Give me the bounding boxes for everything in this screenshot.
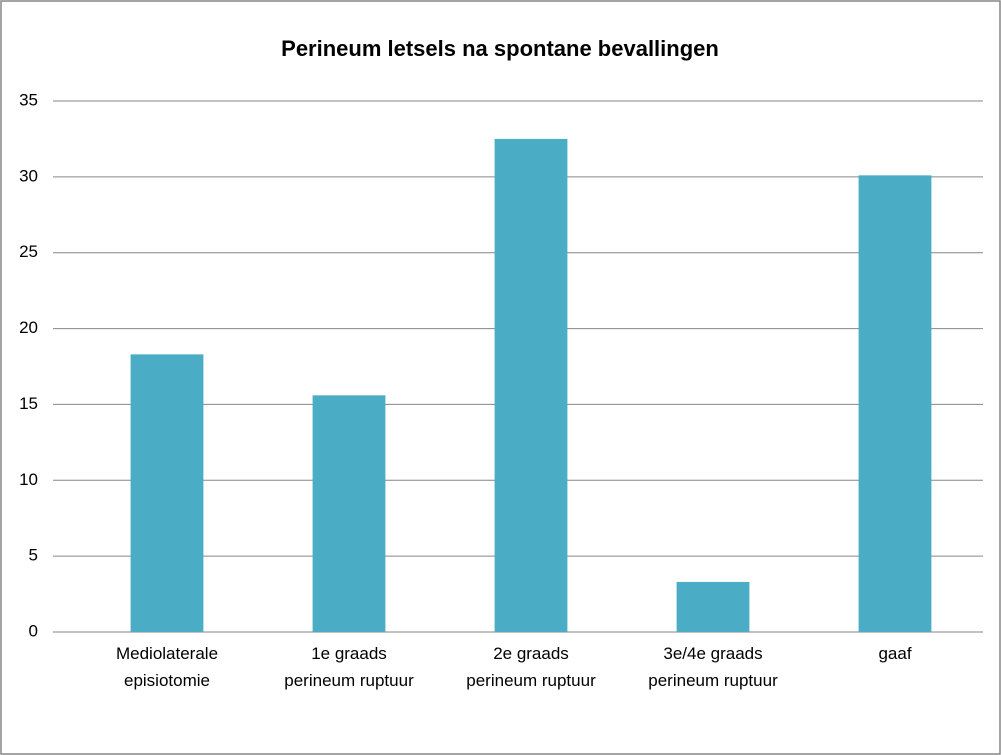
bar (312, 395, 386, 632)
y-tick-label: 10 (19, 470, 38, 489)
y-tick-label: 20 (19, 318, 38, 337)
y-tick-label: 15 (19, 394, 38, 413)
y-tick-label: 30 (19, 166, 38, 185)
x-tick-label: 2e graads perineum ruptuur (466, 644, 596, 690)
x-tick-label: gaaf (878, 644, 912, 663)
y-tick-label: 5 (29, 546, 38, 565)
y-tick-label: 35 (19, 90, 38, 109)
y-tick-label: 0 (29, 621, 38, 640)
bar (676, 581, 750, 632)
x-tick-label: Mediolaterale episiotomie (115, 644, 219, 690)
bar (858, 175, 932, 632)
x-tick-label: 1e graads perineum ruptuur (284, 644, 414, 690)
bar (130, 354, 204, 632)
y-tick-label: 25 (19, 242, 38, 261)
x-tick-label: 3e/4e graads perineum ruptuur (648, 644, 778, 690)
bar (494, 138, 568, 632)
chart-title: Perineum letsels na spontane bevallingen (281, 36, 719, 61)
